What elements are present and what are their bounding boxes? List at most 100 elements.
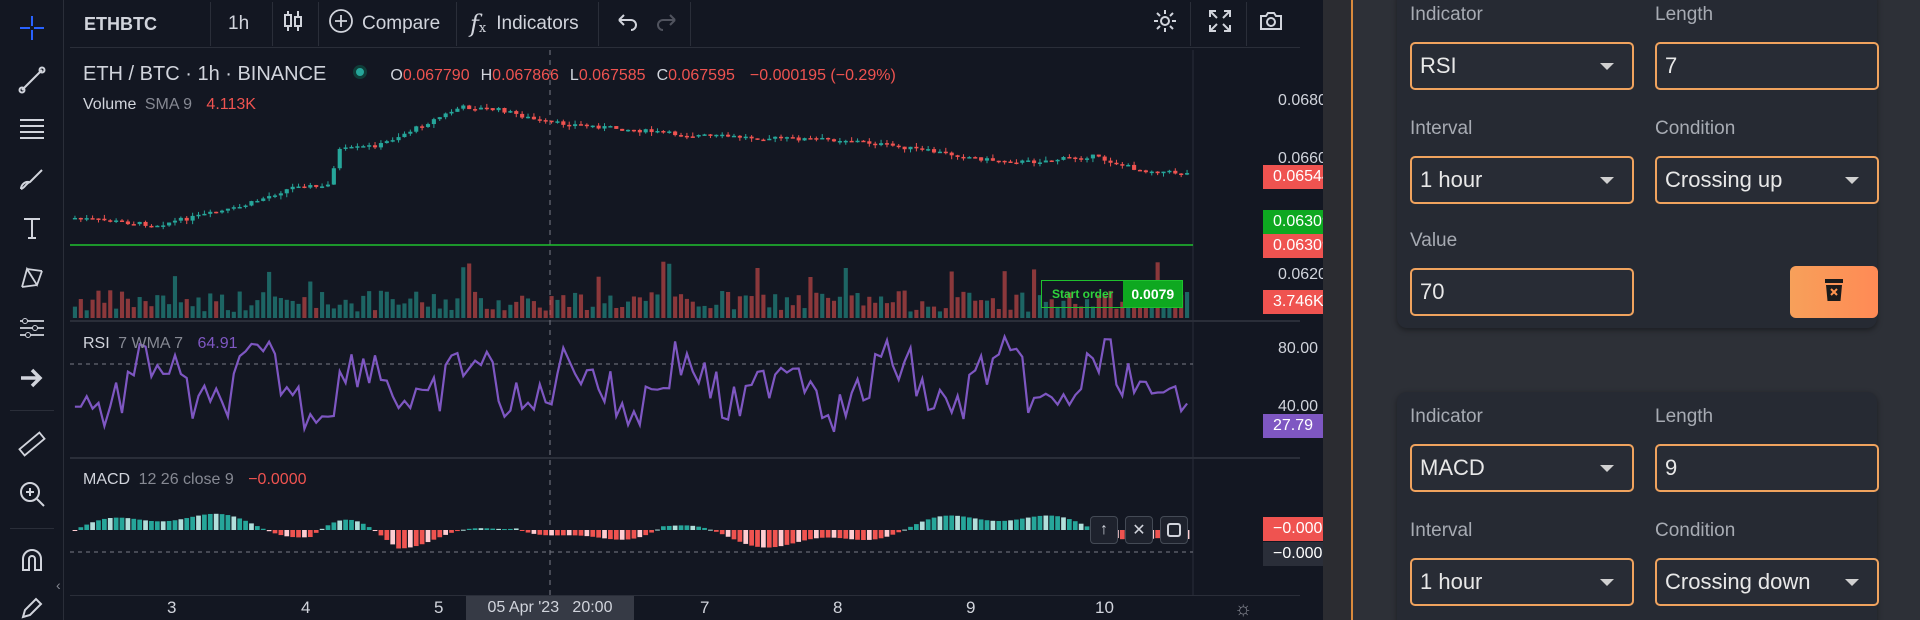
- close-label: C: [656, 67, 669, 84]
- candle-body: [1067, 157, 1072, 159]
- volume-bar: [431, 294, 436, 318]
- remove-pane-button[interactable]: ✕: [1125, 516, 1153, 544]
- candle-body: [943, 151, 948, 154]
- candle-body: [555, 121, 560, 123]
- macd-bar: [708, 529, 713, 531]
- macd-bar: [425, 530, 431, 543]
- macd-bar: [572, 530, 578, 536]
- move-pane-up-button[interactable]: ↑: [1090, 516, 1118, 544]
- rsi-params: 7 WMA 7: [118, 335, 184, 352]
- pencil-icon[interactable]: [12, 588, 52, 620]
- candle-body: [243, 205, 248, 208]
- high-value: 0.067866: [492, 67, 559, 84]
- maximize-icon: [1167, 523, 1181, 537]
- collapse-toolbar-button[interactable]: ‹: [56, 577, 61, 593]
- candle-body: [708, 134, 713, 136]
- interval-select[interactable]: 1 hour: [1410, 156, 1634, 204]
- symbol-search-button[interactable]: ETHBTC: [84, 0, 157, 48]
- zoom-in-icon[interactable]: [12, 474, 52, 514]
- maximize-pane-button[interactable]: [1160, 516, 1188, 544]
- interval-button[interactable]: 1h: [228, 0, 249, 48]
- trend-line-icon[interactable]: [12, 60, 52, 100]
- text-icon[interactable]: [12, 208, 52, 248]
- sun-icon[interactable]: ☼: [1234, 598, 1253, 620]
- length-input[interactable]: 7: [1655, 42, 1879, 90]
- macd-bar: [972, 518, 978, 530]
- undo-button[interactable]: [614, 0, 640, 48]
- compare-button[interactable]: Compare: [328, 0, 440, 48]
- toolbar-divider: [598, 2, 599, 46]
- start-order-line[interactable]: Start order 0.0079: [1041, 280, 1184, 308]
- chart-area[interactable]: ETH / BTC · 1h · BINANCE O0.067790 H0.06…: [70, 50, 1363, 620]
- candle-body: [272, 195, 278, 197]
- crosshair-icon[interactable]: [12, 8, 52, 48]
- volume-bar: [1020, 292, 1025, 318]
- macd-bar: [202, 514, 207, 530]
- macd-bar: [1067, 519, 1072, 530]
- macd-bar: [125, 518, 131, 530]
- horizontal-lines-icon[interactable]: [12, 108, 52, 148]
- candle-body: [308, 185, 313, 188]
- macd-bar: [1031, 516, 1037, 530]
- candle-body: [531, 116, 536, 120]
- volume-bar: [114, 308, 119, 318]
- macd-bar: [560, 530, 566, 536]
- value-input[interactable]: 70: [1410, 268, 1634, 316]
- macd-bar: [825, 530, 831, 538]
- indicator-select[interactable]: RSI: [1410, 42, 1634, 90]
- interval-select[interactable]: 1 hour: [1410, 558, 1634, 606]
- price-chart[interactable]: [70, 50, 1300, 595]
- chart-type-button[interactable]: [280, 0, 306, 48]
- macd-bar: [837, 530, 843, 539]
- macd-value: −0.0000: [248, 471, 307, 488]
- settings-button[interactable]: [1152, 0, 1178, 48]
- condition-select[interactable]: Crossing up: [1655, 156, 1879, 204]
- status-dot-icon: [353, 65, 368, 79]
- time-tick: 4: [301, 598, 311, 617]
- macd-bar: [790, 530, 796, 544]
- candle-body: [890, 143, 895, 146]
- ruler-icon[interactable]: [12, 424, 52, 464]
- fullscreen-button[interactable]: [1207, 0, 1233, 48]
- candle-body: [408, 131, 413, 134]
- volume-bar: [896, 291, 901, 318]
- indicator-select[interactable]: MACD: [1410, 444, 1634, 492]
- brush-icon[interactable]: [12, 160, 52, 200]
- candle-body: [461, 105, 466, 109]
- candle-body: [473, 109, 478, 111]
- macd-bar: [543, 530, 549, 536]
- candle-body: [614, 126, 619, 129]
- indicators-button[interactable]: fx Indicators: [470, 0, 579, 48]
- length-input[interactable]: 9: [1655, 444, 1879, 492]
- macd-bar: [449, 530, 454, 533]
- high-label: H: [480, 67, 493, 84]
- candle-body: [661, 131, 666, 133]
- volume-bar: [490, 309, 495, 318]
- candle-body: [137, 221, 142, 225]
- pattern-icon[interactable]: [12, 258, 52, 298]
- condition-select[interactable]: Crossing down: [1655, 558, 1879, 606]
- change-value: −0.000195 (−0.29%): [749, 67, 896, 84]
- arrow-right-icon[interactable]: [12, 358, 52, 398]
- macd-bar: [855, 530, 860, 540]
- time-axis[interactable]: [70, 595, 1300, 620]
- volume-bar: [661, 261, 666, 318]
- snapshot-button[interactable]: [1258, 0, 1284, 48]
- macd-bar: [978, 519, 984, 530]
- caret-down-icon: [1600, 177, 1614, 184]
- redo-button[interactable]: [654, 0, 680, 48]
- macd-legend: MACD 12 26 close 9 −0.0000: [83, 471, 306, 489]
- candle-body: [684, 135, 689, 138]
- candle-body: [508, 111, 513, 113]
- volume-bar: [1037, 295, 1043, 318]
- candle-body: [172, 220, 178, 223]
- macd-bar: [496, 528, 501, 530]
- delete-condition-button[interactable]: [1790, 266, 1878, 318]
- macd-bar: [566, 530, 572, 536]
- forecast-icon[interactable]: [12, 308, 52, 348]
- magnet-icon[interactable]: [12, 540, 52, 580]
- candle-body: [1114, 162, 1119, 165]
- macd-bar: [184, 518, 190, 530]
- volume-bar: [84, 310, 89, 318]
- close-icon: ✕: [1132, 522, 1146, 539]
